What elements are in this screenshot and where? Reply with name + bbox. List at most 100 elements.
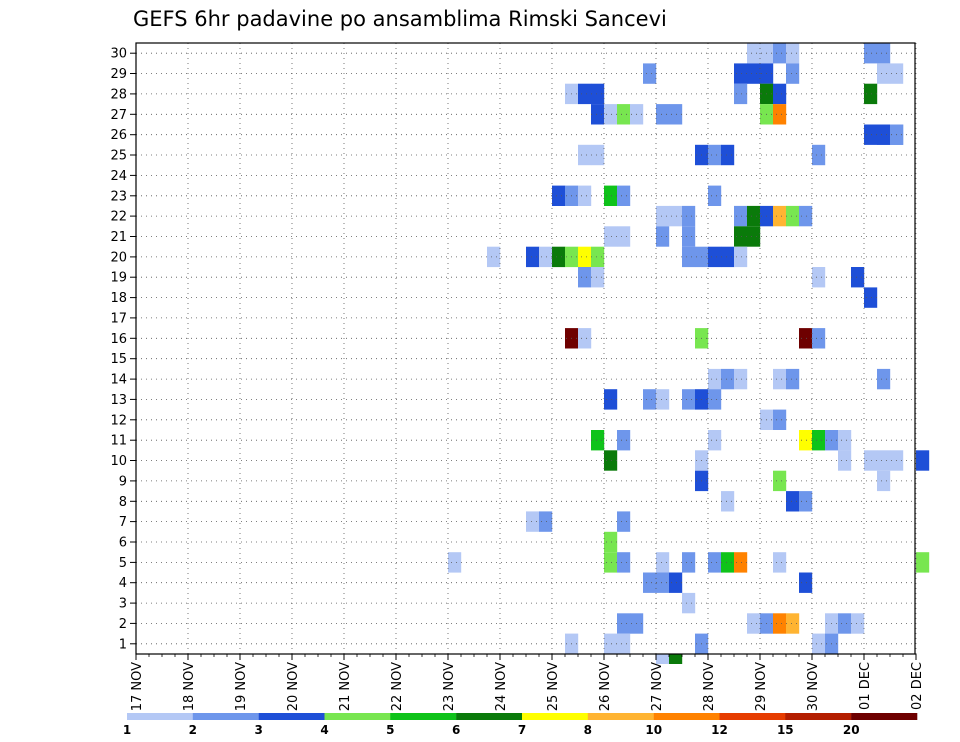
heat-cell bbox=[591, 430, 605, 451]
heat-cell bbox=[617, 552, 631, 573]
x-tick-label: 27 NOV bbox=[650, 662, 665, 711]
y-tick-label: 8 bbox=[119, 495, 127, 510]
heat-cell bbox=[539, 511, 553, 532]
heat-cell bbox=[916, 450, 930, 471]
colorbar-swatch bbox=[587, 713, 654, 720]
x-tick-label: 17 NOV bbox=[130, 662, 145, 711]
heat-cell bbox=[864, 124, 878, 145]
heat-cell bbox=[591, 144, 605, 166]
heat-cell bbox=[617, 104, 631, 125]
heat-cell bbox=[643, 389, 657, 410]
heat-cell bbox=[656, 104, 670, 125]
colorbar-swatch bbox=[324, 713, 391, 720]
heat-cell bbox=[812, 633, 826, 654]
heat-cell bbox=[643, 63, 657, 84]
heat-cell bbox=[682, 592, 696, 614]
heat-cell bbox=[734, 552, 748, 573]
y-tick-label: 1 bbox=[119, 637, 127, 652]
heat-cell bbox=[448, 552, 462, 573]
heat-cell bbox=[708, 552, 722, 573]
heat-cell bbox=[682, 246, 696, 268]
colorbar-swatch bbox=[258, 713, 325, 720]
heat-cell bbox=[877, 450, 891, 471]
heat-cell bbox=[539, 246, 553, 268]
y-tick-label: 4 bbox=[119, 576, 127, 591]
heat-cell bbox=[578, 328, 592, 349]
colorbar-label: 6 bbox=[452, 723, 460, 737]
heat-cell bbox=[786, 491, 800, 512]
x-tick-label: 18 NOV bbox=[182, 662, 197, 711]
heat-cell bbox=[799, 205, 813, 227]
y-tick-label: 11 bbox=[110, 434, 127, 449]
heat-cell bbox=[578, 267, 592, 288]
heat-cell bbox=[786, 63, 800, 84]
y-tick-label: 3 bbox=[119, 597, 127, 612]
heat-cell bbox=[682, 205, 696, 227]
colorbar-swatch bbox=[851, 713, 918, 720]
y-tick-label: 23 bbox=[110, 189, 127, 204]
heat-cell bbox=[604, 226, 618, 247]
y-tick-label: 15 bbox=[110, 352, 127, 367]
heat-cell bbox=[773, 409, 787, 430]
heat-cell bbox=[708, 144, 722, 166]
colorbar-swatch bbox=[192, 713, 259, 720]
heat-cell bbox=[786, 205, 800, 227]
x-tick-label: 01 DEC bbox=[858, 662, 873, 710]
heat-cell bbox=[682, 552, 696, 573]
heat-cell bbox=[604, 389, 618, 410]
x-tick-label: 20 NOV bbox=[286, 662, 301, 711]
heat-cell bbox=[916, 552, 930, 573]
heat-cell bbox=[721, 246, 735, 268]
y-tick-label: 25 bbox=[110, 149, 127, 164]
heat-cell bbox=[669, 104, 683, 125]
heat-cell bbox=[747, 63, 761, 84]
heat-cell bbox=[773, 552, 787, 573]
heat-cell bbox=[682, 226, 696, 247]
heat-cell bbox=[877, 43, 891, 64]
heat-cell bbox=[734, 63, 748, 84]
heat-cell bbox=[747, 43, 761, 64]
colorbar-label: 20 bbox=[843, 723, 860, 737]
y-tick-label: 28 bbox=[110, 87, 127, 102]
heat-cell bbox=[812, 144, 826, 166]
colorbar-swatch bbox=[653, 713, 720, 720]
x-tick-label: 29 NOV bbox=[754, 662, 769, 711]
heat-cell bbox=[773, 43, 787, 64]
heat-cell bbox=[786, 368, 800, 390]
heat-cell bbox=[851, 267, 865, 288]
heat-cell bbox=[812, 328, 826, 349]
colorbar-label: 10 bbox=[645, 723, 662, 737]
colorbar-label: 2 bbox=[189, 723, 197, 737]
colorbar-swatch bbox=[785, 713, 852, 720]
heat-cell bbox=[864, 450, 878, 471]
y-tick-label: 14 bbox=[110, 373, 127, 388]
colorbar-swatch bbox=[390, 713, 457, 720]
heat-cell bbox=[656, 572, 670, 593]
colorbar-swatch bbox=[522, 713, 589, 720]
y-tick-label: 29 bbox=[110, 67, 127, 82]
heat-cell bbox=[734, 226, 748, 247]
heat-cell bbox=[604, 531, 618, 553]
heat-cell bbox=[851, 613, 865, 634]
heat-cell bbox=[838, 613, 852, 634]
colorbar: 1 2 3 4 5 6 7 8 10 12 15 20 bbox=[123, 713, 918, 737]
heat-cell bbox=[656, 226, 670, 247]
y-tick-label: 27 bbox=[110, 108, 127, 123]
heat-cell bbox=[786, 613, 800, 634]
heat-cell bbox=[864, 287, 878, 308]
cell-layer bbox=[448, 43, 930, 664]
heat-cell bbox=[773, 613, 787, 634]
heat-cell bbox=[578, 83, 592, 105]
heat-cell bbox=[591, 267, 605, 288]
y-tick-label: 17 bbox=[110, 311, 127, 326]
heat-cell bbox=[747, 205, 761, 227]
y-tick-label: 6 bbox=[119, 536, 127, 551]
x-tick-label: 19 NOV bbox=[234, 662, 249, 711]
heat-cell bbox=[773, 104, 787, 125]
colorbar-label: 7 bbox=[518, 723, 526, 737]
heat-cell bbox=[812, 430, 826, 451]
colorbar-label: 15 bbox=[777, 723, 794, 737]
y-tick-label: 21 bbox=[110, 230, 127, 245]
colorbar-swatch bbox=[127, 713, 194, 720]
heat-cell bbox=[877, 368, 891, 390]
